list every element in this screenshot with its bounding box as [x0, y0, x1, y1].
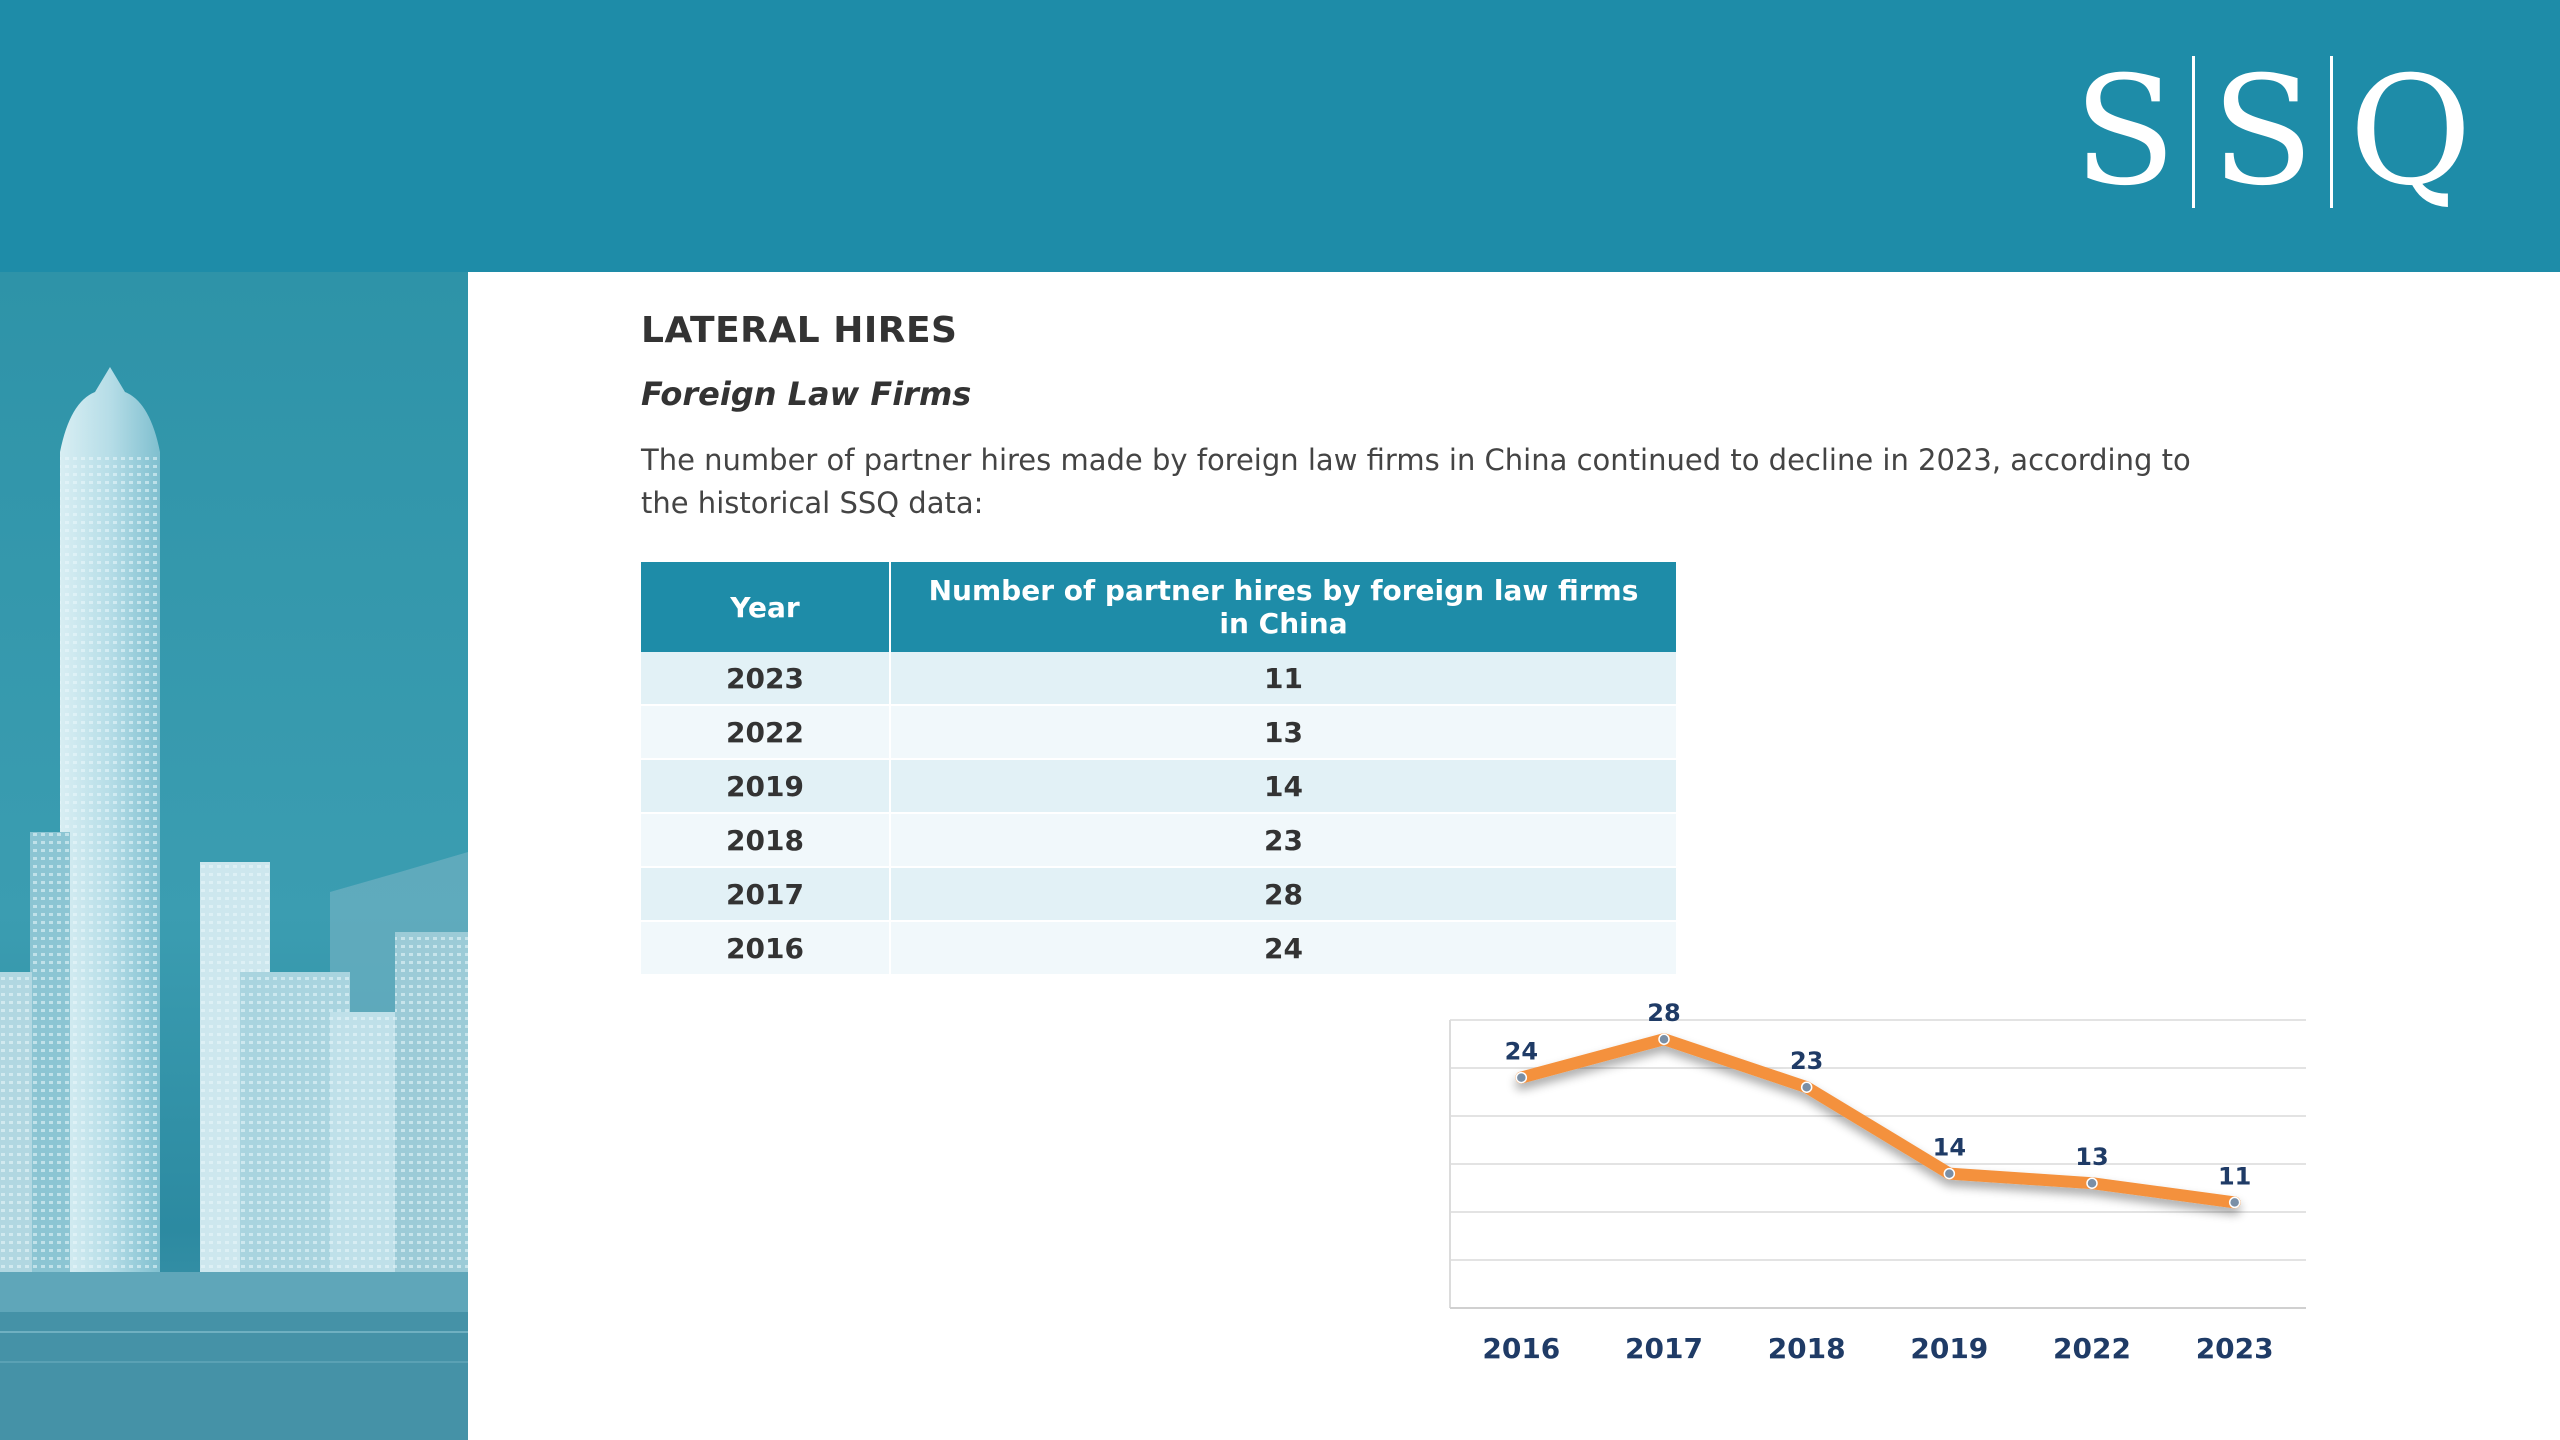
data-point	[1658, 1033, 1670, 1045]
table-header-hires: Number of partner hires by foreign law f…	[890, 562, 1676, 652]
header-band	[0, 0, 2560, 272]
partner-hires-table: Year Number of partner hires by foreign …	[641, 562, 1676, 976]
table-cell-year: 2019	[641, 759, 891, 814]
logo-letter-1: S	[2073, 45, 2177, 219]
intro-paragraph: The number of partner hires made by fore…	[641, 443, 2191, 520]
table-cell-hires: 14	[890, 759, 1676, 814]
table-row: 2016 24	[641, 921, 1676, 976]
x-tick-label: 2023	[2196, 1332, 2274, 1365]
data-label: 28	[1647, 1000, 1680, 1027]
table-row: 2019 14	[641, 759, 1676, 814]
table-row: 2023 11	[641, 652, 1676, 706]
skyline-illustration	[0, 367, 468, 1440]
table-cell-year: 2018	[641, 813, 891, 868]
x-tick-label: 2016	[1482, 1332, 1560, 1365]
table-row: 2018 23	[641, 813, 1676, 868]
table-row: 2017 28	[641, 867, 1676, 922]
x-tick-label: 2018	[1768, 1332, 1846, 1365]
table-cell-hires: 23	[890, 813, 1676, 868]
data-point	[1515, 1071, 1528, 1084]
data-point	[2086, 1177, 2098, 1189]
x-tick-label: 2022	[2053, 1332, 2131, 1365]
table-header-row: Year Number of partner hires by foreign …	[641, 562, 1676, 652]
data-point	[2228, 1196, 2241, 1209]
logo-divider-2	[2330, 56, 2334, 208]
table-cell-year: 2022	[641, 705, 891, 760]
city-skyline-image	[0, 272, 468, 1440]
table-cell-hires: 28	[890, 867, 1676, 922]
content-area: LATERAL HIRES Foreign Law Firms The numb…	[641, 300, 2391, 525]
line-chart: 24 28 23 14 13 11 2016 2017 2018 2019 2022 2023	[1440, 999, 2320, 1390]
data-label: 14	[1933, 1134, 1966, 1162]
data-label: 11	[2218, 1162, 2251, 1190]
section-title: LATERAL HIRES	[641, 310, 958, 351]
table-cell-year: 2017	[641, 867, 891, 922]
table-cell-hires: 13	[890, 705, 1676, 760]
logo-divider-1	[2192, 56, 2196, 208]
table-cell-hires: 11	[890, 652, 1676, 706]
table-row: 2022 13	[641, 705, 1676, 760]
table-cell-hires: 24	[890, 921, 1676, 976]
line-chart-svg: 24 28 23 14 13 11 2016 2017 2018 2019 2022 2023	[1449, 999, 2306, 1365]
series-line	[1515, 1033, 2241, 1209]
data-label: 23	[1790, 1047, 1823, 1075]
table-header-year: Year	[641, 562, 891, 652]
logo-letter-3: Q	[2349, 45, 2472, 219]
data-point	[1800, 1081, 1813, 1093]
data-label: 24	[1505, 1038, 1538, 1066]
data-point	[1943, 1167, 1956, 1180]
section-subtitle: Foreign Law Firms	[641, 375, 972, 413]
table-cell-year: 2023	[641, 652, 891, 706]
data-label: 13	[2075, 1143, 2108, 1171]
table-cell-year: 2016	[641, 921, 891, 976]
logo-letter-2: S	[2211, 45, 2315, 219]
x-tick-label: 2019	[1910, 1332, 1988, 1365]
x-tick-label: 2017	[1625, 1332, 1703, 1365]
ssq-logo: S S Q	[2073, 52, 2472, 212]
